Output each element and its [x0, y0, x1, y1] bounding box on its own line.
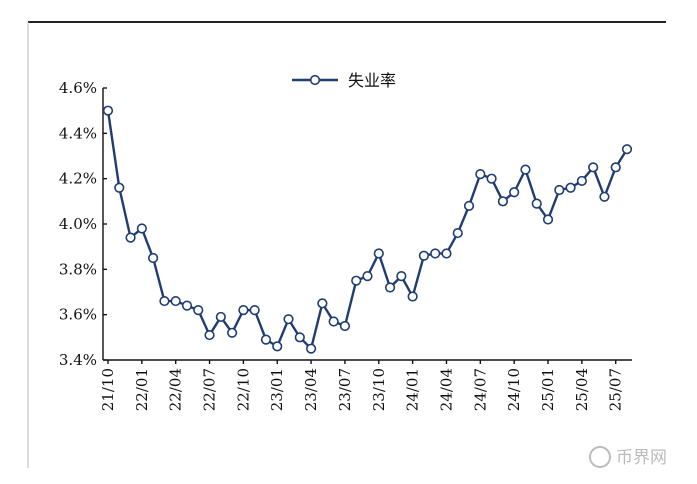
- x-tick-label: 21/10: [99, 368, 117, 411]
- x-tick-label: 25/07: [607, 368, 625, 411]
- point: [565, 182, 576, 193]
- point: [328, 316, 339, 327]
- point: [317, 298, 328, 309]
- point: [599, 191, 610, 202]
- point: [576, 175, 587, 187]
- point: [588, 162, 599, 173]
- x-tick-label: 22/07: [201, 368, 219, 411]
- point: [554, 184, 565, 196]
- point: [362, 271, 373, 282]
- point: [463, 200, 475, 211]
- point: [102, 105, 114, 116]
- series-line: [106, 110, 629, 350]
- x-tick-label: 22/10: [234, 368, 252, 411]
- x-tick-label: 23/10: [370, 368, 388, 411]
- point: [215, 311, 226, 323]
- x-tick-label: 23/07: [336, 368, 354, 411]
- point: [159, 295, 170, 307]
- legend-label: 失业率: [348, 71, 396, 90]
- point: [294, 332, 305, 343]
- watermark: 币界网: [616, 448, 667, 468]
- point: [125, 232, 136, 243]
- y-tick-label: 4.2%: [59, 170, 97, 188]
- x-tick-label: 25/04: [573, 368, 591, 411]
- watermark-icon: [589, 446, 611, 468]
- point: [373, 248, 384, 259]
- point: [283, 314, 294, 325]
- point: [249, 305, 260, 316]
- point: [452, 227, 463, 239]
- point: [621, 144, 633, 155]
- point: [384, 282, 396, 293]
- y-tick-label: 3.6%: [59, 306, 97, 324]
- x-tick-label: 24/07: [471, 368, 489, 411]
- point: [486, 173, 497, 184]
- point: [475, 169, 486, 180]
- point: [520, 164, 531, 175]
- legend-marker: [309, 74, 321, 86]
- y-tick-label: 4.6%: [59, 79, 97, 97]
- point: [204, 329, 215, 341]
- point: [396, 271, 407, 282]
- point: [351, 275, 362, 286]
- y-tick-label: 4.4%: [59, 124, 97, 142]
- x-tick-label: 24/10: [505, 368, 523, 411]
- point: [170, 295, 181, 307]
- x-tick-label: 23/04: [302, 368, 320, 411]
- point: [497, 196, 508, 207]
- point: [136, 223, 147, 234]
- x-tick-label: 24/01: [404, 368, 422, 411]
- point: [260, 334, 272, 345]
- point: [441, 248, 452, 259]
- point: [542, 214, 554, 225]
- x-tick-label: 22/01: [133, 368, 151, 411]
- point: [148, 252, 159, 264]
- x-tick-label: 24/04: [437, 368, 455, 411]
- point: [509, 187, 520, 198]
- point: [305, 343, 317, 354]
- point: [227, 327, 238, 338]
- point: [407, 291, 418, 302]
- point: [418, 250, 430, 261]
- point: [272, 341, 283, 352]
- point: [193, 305, 204, 316]
- x-tick-label: 25/01: [539, 368, 557, 411]
- point: [430, 248, 441, 259]
- point: [531, 198, 542, 209]
- y-tick-label: 4.0%: [59, 215, 97, 233]
- point: [339, 320, 351, 332]
- x-tick-label: 23/01: [268, 368, 286, 411]
- point: [181, 300, 193, 311]
- point: [114, 182, 125, 193]
- point: [238, 305, 249, 316]
- y-tick-label: 3.8%: [59, 260, 97, 278]
- point: [610, 162, 621, 173]
- x-tick-label: 22/04: [167, 368, 185, 411]
- y-tick-label: 3.4%: [59, 351, 97, 369]
